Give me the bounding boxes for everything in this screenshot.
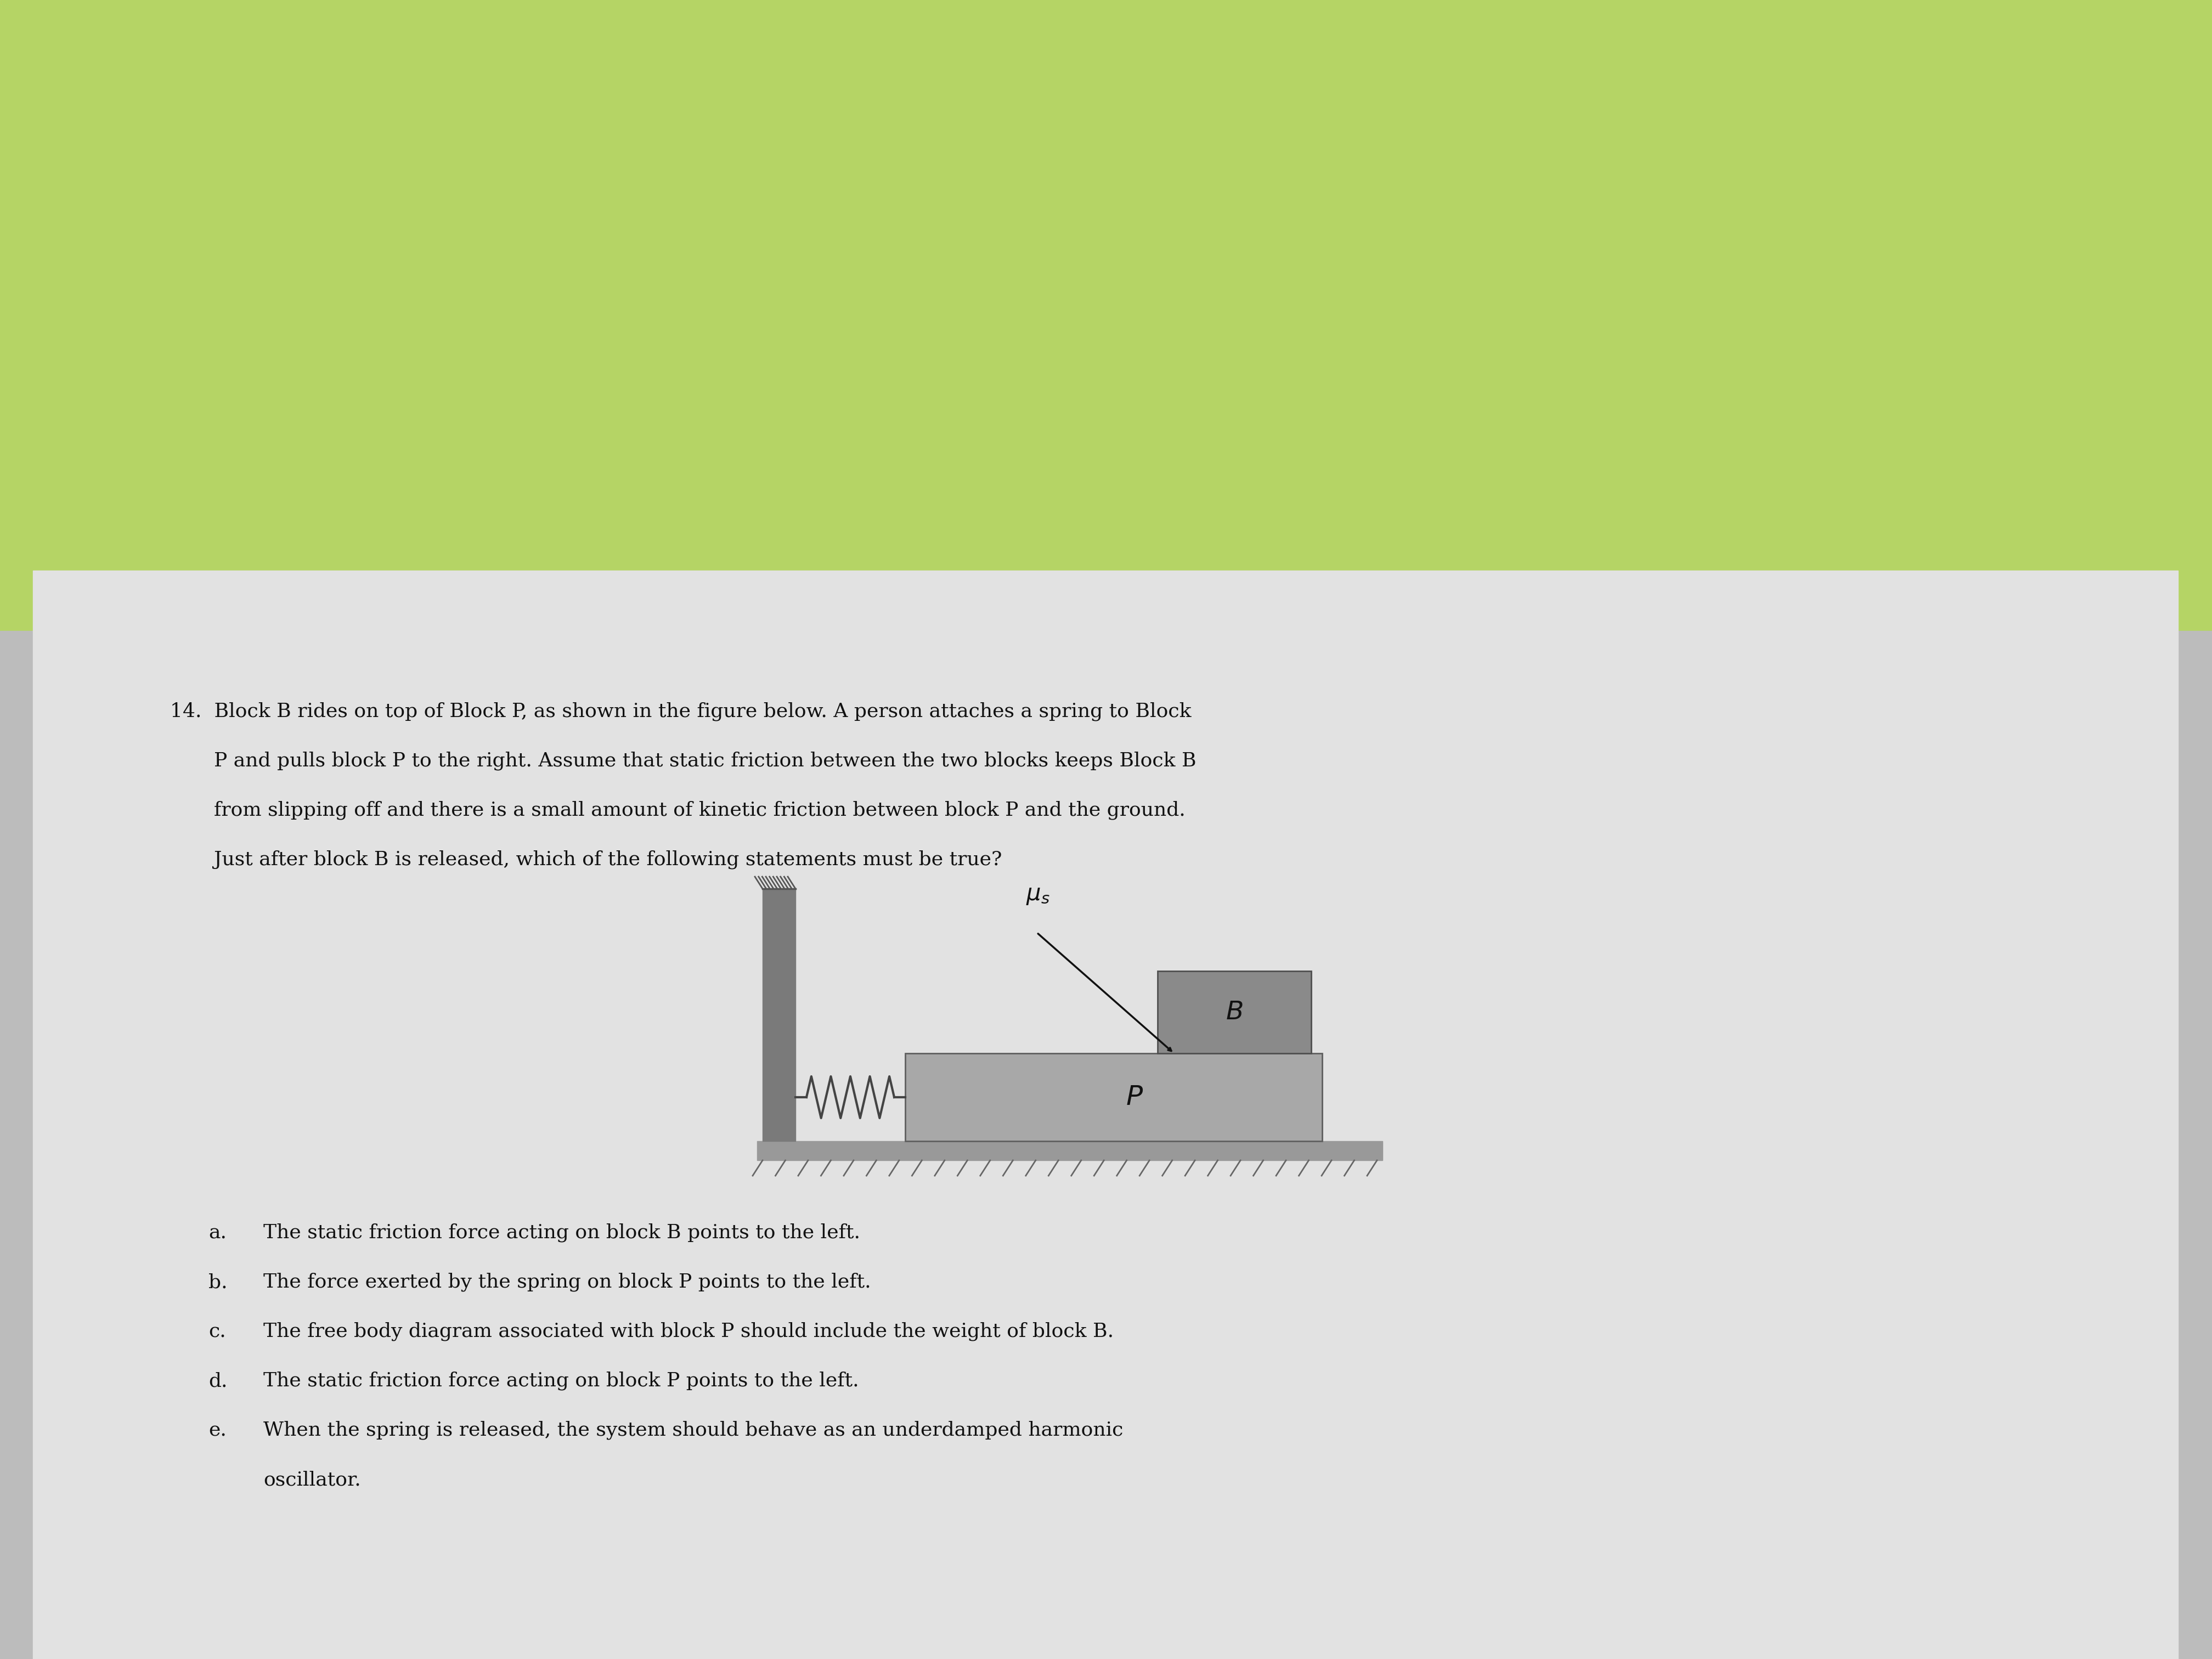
Text: When the spring is released, the system should behave as an underdamped harmonic: When the spring is released, the system … bbox=[263, 1420, 1124, 1440]
Text: 14.  Block B rides on top of Block P, as shown in the figure below. A person att: 14. Block B rides on top of Block P, as … bbox=[170, 702, 1192, 722]
Text: The free body diagram associated with block P should include the weight of block: The free body diagram associated with bl… bbox=[263, 1322, 1115, 1340]
Bar bbox=[905, 1053, 1323, 1141]
Text: The static friction force acting on block P points to the left.: The static friction force acting on bloc… bbox=[263, 1372, 858, 1390]
Bar bbox=[1157, 971, 1312, 1053]
Bar bbox=[757, 1141, 1383, 1160]
Text: $\mu_s$: $\mu_s$ bbox=[1026, 883, 1051, 906]
Text: oscillator.: oscillator. bbox=[263, 1470, 361, 1488]
Text: $P$: $P$ bbox=[1126, 1083, 1144, 1110]
Bar bbox=[905, 1053, 1323, 1141]
Text: The force exerted by the spring on block P points to the left.: The force exerted by the spring on block… bbox=[263, 1272, 872, 1292]
Bar bbox=[0, 630, 2212, 1659]
Bar bbox=[33, 571, 2179, 1659]
Text: c.: c. bbox=[208, 1322, 226, 1340]
Bar bbox=[763, 889, 796, 1141]
Text: The static friction force acting on block B points to the left.: The static friction force acting on bloc… bbox=[263, 1223, 860, 1243]
Text: from slipping off and there is a small amount of kinetic friction between block : from slipping off and there is a small a… bbox=[215, 801, 1186, 820]
Text: e.: e. bbox=[208, 1420, 226, 1440]
Text: P and pulls block P to the right. Assume that static friction between the two bl: P and pulls block P to the right. Assume… bbox=[215, 752, 1197, 770]
Bar bbox=[1157, 971, 1312, 1053]
Text: b.: b. bbox=[208, 1272, 228, 1291]
Bar bbox=[0, 0, 2212, 630]
Text: $B$: $B$ bbox=[1225, 1000, 1243, 1025]
Text: Just after block B is released, which of the following statements must be true?: Just after block B is released, which of… bbox=[215, 851, 1002, 869]
Text: a.: a. bbox=[208, 1223, 226, 1243]
Text: d.: d. bbox=[208, 1372, 228, 1390]
